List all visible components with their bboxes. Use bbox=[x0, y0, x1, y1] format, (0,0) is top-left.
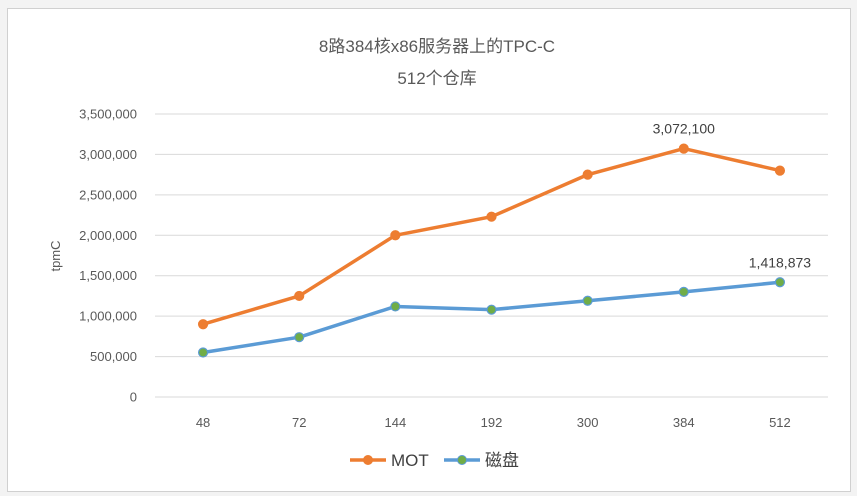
y-tick-label: 0 bbox=[130, 390, 137, 405]
data-point bbox=[390, 230, 401, 241]
x-tick-label: 300 bbox=[577, 415, 599, 430]
legend-label-1: 磁盘 bbox=[485, 451, 519, 470]
data-point bbox=[774, 165, 786, 176]
data-point bbox=[486, 211, 497, 222]
data-point bbox=[582, 295, 593, 306]
y-tick-label: 1,500,000 bbox=[79, 268, 137, 283]
y-tick-label: 3,000,000 bbox=[79, 147, 137, 162]
data-point bbox=[486, 304, 497, 315]
data-label: 3,072,100 bbox=[653, 121, 715, 137]
series-line-1 bbox=[202, 280, 781, 355]
legend-label-0: MOT bbox=[391, 451, 429, 470]
data-point bbox=[678, 143, 689, 154]
data-point bbox=[678, 286, 689, 297]
y-tick-label: 3,500,000 bbox=[79, 107, 137, 122]
x-tick-label: 384 bbox=[673, 415, 695, 430]
y-tick-label: 1,000,000 bbox=[79, 309, 137, 324]
data-point bbox=[197, 347, 209, 358]
y-tick-label: 2,500,000 bbox=[79, 187, 137, 202]
data-point bbox=[294, 332, 305, 343]
data-point bbox=[774, 277, 786, 288]
y-axis-label: tpmC bbox=[48, 240, 63, 271]
data-point bbox=[390, 301, 401, 312]
data-point bbox=[197, 319, 209, 330]
x-tick-label: 192 bbox=[481, 415, 503, 430]
chart-subtitle: 512个仓库 bbox=[397, 69, 476, 88]
data-point bbox=[582, 169, 593, 180]
legend-marker-0 bbox=[363, 455, 373, 465]
x-tick-label: 48 bbox=[196, 415, 210, 430]
legend-marker-1 bbox=[457, 455, 467, 465]
x-tick-label: 72 bbox=[292, 415, 306, 430]
y-tick-label: 2,000,000 bbox=[79, 228, 137, 243]
y-tick-label: 500,000 bbox=[90, 349, 137, 364]
chart-title: 8路384核x86服务器上的TPC-C bbox=[319, 37, 555, 56]
x-tick-label: 144 bbox=[385, 415, 407, 430]
series-line-0 bbox=[202, 146, 781, 326]
data-label: 1,418,873 bbox=[749, 254, 811, 270]
chart-frame bbox=[7, 8, 851, 492]
x-tick-label: 512 bbox=[769, 415, 791, 430]
data-point bbox=[294, 290, 305, 302]
